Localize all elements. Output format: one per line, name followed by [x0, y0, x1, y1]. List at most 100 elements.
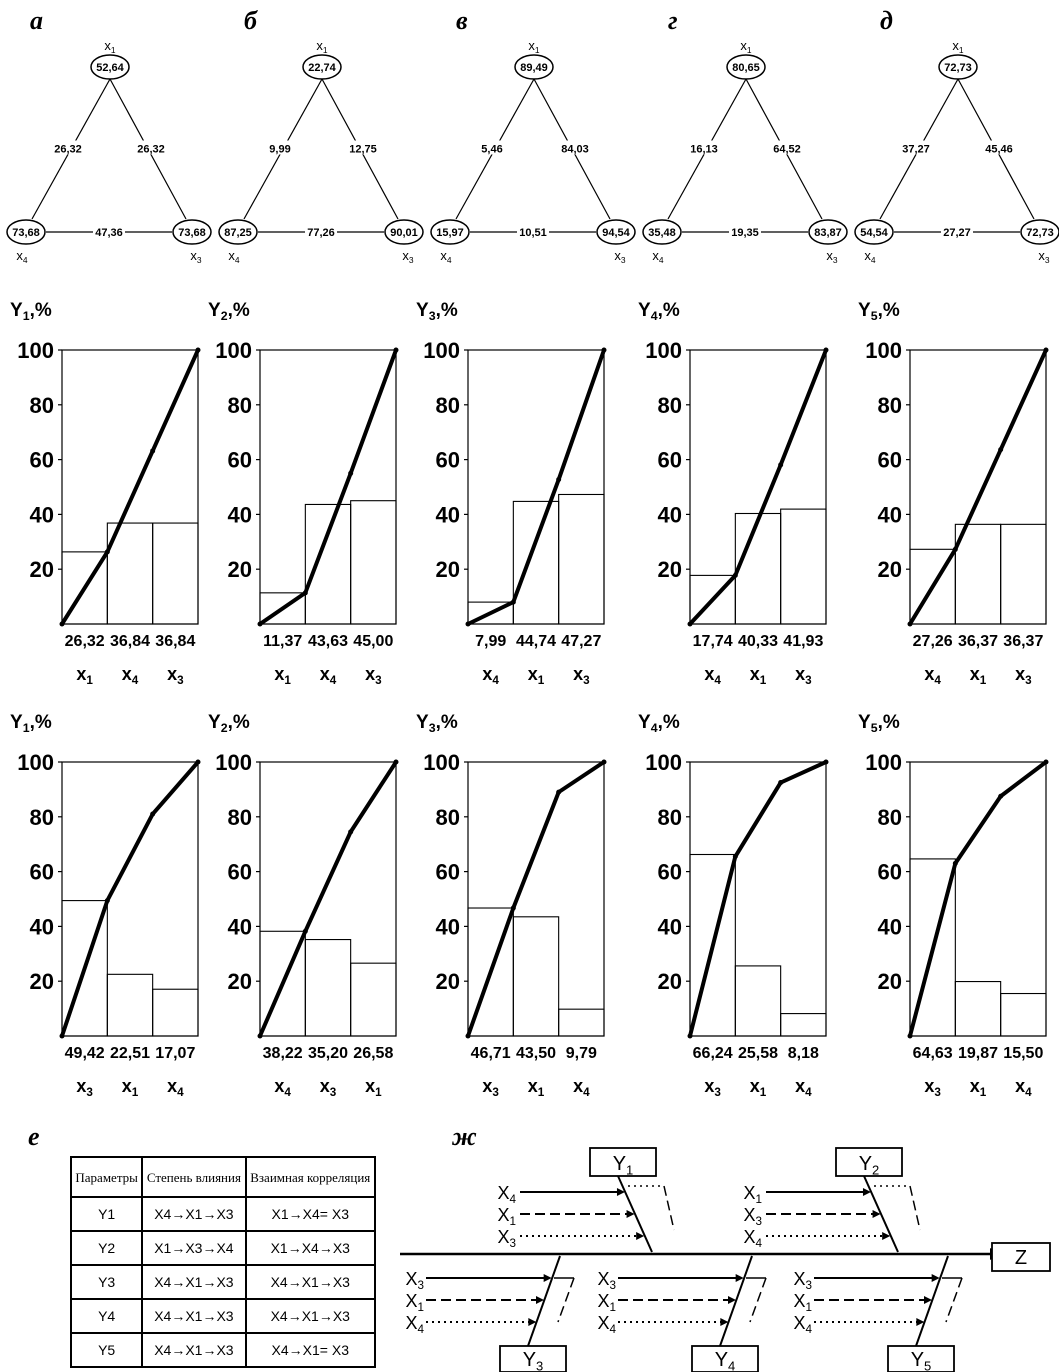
cumulative-point — [393, 759, 399, 765]
cumulative-point — [907, 1033, 913, 1039]
plot-frame — [467, 761, 605, 1037]
input-arrowhead — [728, 1296, 736, 1304]
y-tick-label: 80 — [30, 805, 54, 830]
cumulative-point — [907, 621, 913, 627]
edge-bottom-mask — [729, 224, 761, 238]
table-row: Y5 X4→X1→X3 X4→X1= X3 — [69, 1332, 377, 1368]
y-tick-label: 20 — [228, 969, 252, 994]
node-left-value: 87,25 — [224, 227, 252, 239]
category-label: x1 — [750, 1076, 767, 1099]
y-tick-label: 60 — [658, 860, 682, 885]
input-label: X4 — [793, 1313, 812, 1336]
cumulative-point — [732, 572, 738, 578]
cumulative-point — [257, 621, 263, 627]
edge-left-value: 16,13 — [690, 144, 718, 156]
branch-box — [691, 1345, 759, 1372]
y-tick-label: 80 — [436, 393, 460, 418]
y-tick-label: 20 — [30, 969, 54, 994]
input-arrowhead — [543, 1274, 552, 1282]
pareto-chart-9: Y4,% 20 40 60 80 100 66,24 x3 25,58 x1 8,18 x4 — [638, 712, 829, 1099]
table-cell: X4→X1→X3 — [244, 1298, 377, 1334]
bar — [954, 523, 1002, 625]
input-label: X1 — [793, 1291, 812, 1314]
cumulative-line — [258, 349, 398, 626]
cumulative-point — [1043, 347, 1049, 353]
edge-right-mask — [347, 140, 379, 155]
node-top — [726, 54, 766, 80]
bar — [512, 500, 560, 625]
y-axis-label: Y5,% — [858, 300, 900, 323]
bar — [304, 503, 352, 625]
table-row: Y1 X4→X1→X3 X1→X4= X3 — [69, 1196, 377, 1232]
panel-letter-d: д — [880, 6, 893, 35]
cumulative-point — [302, 590, 308, 596]
y-tick-label: 80 — [878, 805, 902, 830]
edge-bottom-value: 77,26 — [307, 227, 335, 239]
bar-value-label: 44,74 — [516, 633, 556, 650]
plot-frame — [689, 349, 827, 625]
pareto-chart-4: Y4,% 20 40 60 80 100 17,74 x4 40,33 x1 41,93 x3 — [638, 300, 829, 687]
bar-value-label: 11,37 — [263, 633, 302, 650]
category-label: x3 — [704, 1076, 721, 1099]
cumulative-point — [104, 549, 110, 555]
input-arrowhead — [616, 1188, 625, 1196]
cumulative-line — [908, 349, 1048, 626]
edge-left-value: 9,99 — [269, 144, 290, 156]
y-axis-label: Y1,% — [10, 712, 52, 735]
fishbone-diagram: ZY1X4X1X3Y2X1X3X4Y3X3X1X4Y4X3X1X4Y5X3X1X… — [400, 1147, 1051, 1372]
plot-frame — [61, 761, 199, 1037]
panel-letter-b: б — [244, 6, 257, 35]
edge-bottom-mask — [941, 224, 973, 238]
cumulative-point — [823, 759, 829, 765]
bar-value-label: 9,79 — [566, 1045, 597, 1062]
bar — [780, 1013, 827, 1037]
node-top — [90, 54, 130, 80]
bar — [734, 512, 782, 625]
node-right-value: 94,54 — [602, 227, 630, 239]
y-tick-label: 20 — [658, 969, 682, 994]
cumulative-line — [258, 760, 398, 1037]
edge-right-value: 45,46 — [985, 144, 1013, 156]
cumulative-point — [1043, 759, 1049, 765]
edge-right-value: 84,03 — [561, 144, 589, 156]
input-label: X4 — [405, 1313, 424, 1336]
branch-label: Y5 — [911, 1349, 932, 1372]
edge-right-value: 64,52 — [773, 144, 801, 156]
input-label: X4 — [597, 1313, 616, 1336]
cumulative-point — [998, 793, 1004, 799]
node-right — [596, 219, 636, 245]
cumulative-point — [601, 347, 607, 353]
node-left-name: x4 — [652, 248, 664, 265]
edge-left-mask — [900, 140, 932, 155]
cumulative-line — [908, 760, 1048, 1037]
cumulative-point — [348, 829, 354, 835]
node-top — [302, 54, 342, 80]
edge-bottom-mask — [305, 224, 337, 238]
pareto-chart-7: Y2,% 20 40 60 80 100 38,22 x4 35,20 x3 26,58 x1 — [208, 712, 399, 1099]
node-right-value: 73,68 — [178, 227, 206, 239]
y-axis-label: Y3,% — [416, 712, 458, 735]
category-label: x1 — [274, 664, 291, 687]
bar-value-label: 22,51 — [110, 1045, 150, 1062]
bar — [734, 965, 782, 1037]
branch-box — [887, 1345, 955, 1372]
table-cell: X1→X4= X3 — [244, 1196, 377, 1232]
table-cell: Y4 — [69, 1298, 144, 1334]
edge-left-value: 26,32 — [54, 144, 82, 156]
node-top-name: x1 — [528, 38, 540, 55]
input-label: X4 — [743, 1227, 762, 1250]
cumulative-point — [687, 1033, 693, 1039]
branch-label: Y3 — [523, 1349, 544, 1372]
cumulative-point — [59, 1033, 65, 1039]
result-label: Z — [1015, 1247, 1027, 1269]
category-label: x3 — [795, 664, 812, 687]
branch-box — [589, 1147, 657, 1177]
branch-bracket — [557, 1277, 575, 1323]
cumulative-point — [556, 477, 562, 483]
y-axis-label: Y2,% — [208, 300, 250, 323]
